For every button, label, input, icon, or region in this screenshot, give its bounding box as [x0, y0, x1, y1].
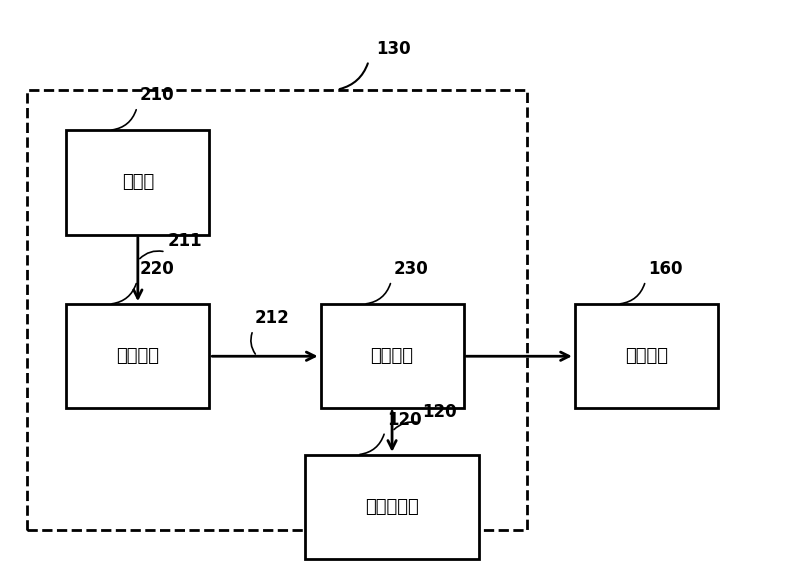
Text: 电源供应器: 电源供应器	[365, 498, 419, 516]
Text: 监控单元: 监控单元	[116, 347, 159, 365]
FancyBboxPatch shape	[66, 304, 210, 408]
Text: 120: 120	[387, 411, 422, 429]
Text: 211: 211	[167, 232, 202, 250]
Text: 220: 220	[139, 260, 174, 278]
FancyBboxPatch shape	[574, 304, 718, 408]
FancyBboxPatch shape	[305, 455, 479, 559]
FancyBboxPatch shape	[321, 304, 463, 408]
Text: 120: 120	[422, 403, 457, 421]
Text: 南桥芯片: 南桥芯片	[625, 347, 668, 365]
Text: 控制单元: 控制单元	[370, 347, 414, 365]
Text: 210: 210	[139, 86, 174, 104]
Text: 计时器: 计时器	[122, 173, 154, 191]
Text: 212: 212	[254, 309, 290, 327]
Text: 160: 160	[648, 260, 682, 278]
Text: 230: 230	[394, 260, 428, 278]
FancyBboxPatch shape	[66, 130, 210, 235]
Text: 130: 130	[377, 40, 411, 58]
